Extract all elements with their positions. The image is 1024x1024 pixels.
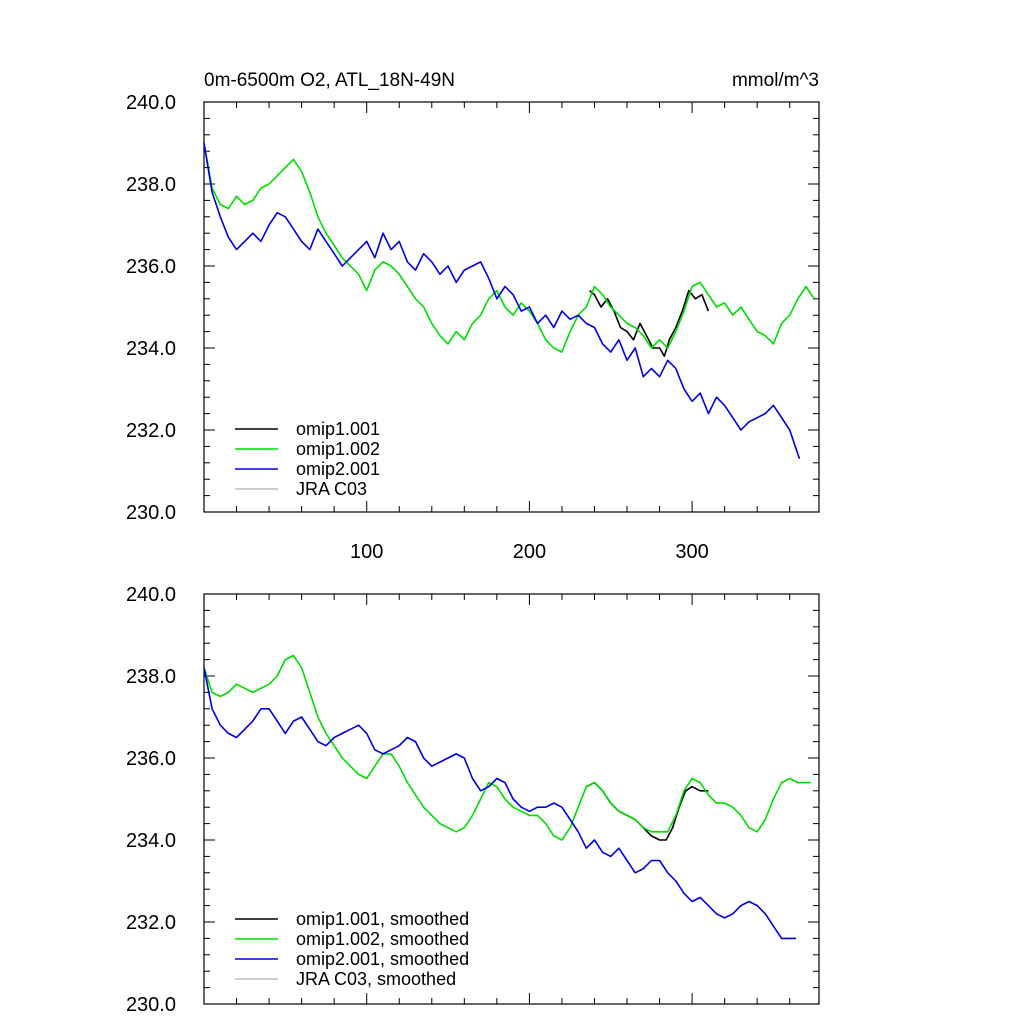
bottom-plot-frame [203, 593, 820, 1005]
top-ytick-label: 234.0 [126, 338, 176, 360]
chart-title: 0m-6500m O2, ATL_18N-49N [204, 70, 455, 91]
bottom-panel: 230.0 232.0 234.0 236.0 238.0 240.0 omip1.001… [126, 584, 820, 1016]
bottom-series-0 [585, 781, 709, 841]
top-ytick-label: 236.0 [126, 256, 176, 278]
bottom-ytick-label: 232.0 [126, 912, 176, 934]
top-xtick-label: 200 [513, 541, 546, 563]
top-panel: 0m-6500m O2, ATL_18N-49N mmol/m^3 230.02… [126, 70, 820, 563]
bottom-legend-label: omip2.001, smoothed [296, 949, 469, 969]
bottom-series-group [203, 654, 811, 940]
bottom-axes: 230.0 232.0 234.0 236.0 238.0 240.0 [126, 584, 820, 1016]
bottom-ytick-label: 238.0 [126, 666, 176, 688]
top-ytick-label: 240.0 [126, 92, 176, 114]
units-label: mmol/m^3 [732, 70, 819, 91]
top-legend-label: omip1.001 [296, 419, 380, 439]
bottom-legend-label: omip1.001, smoothed [296, 909, 469, 929]
bottom-ytick-label: 234.0 [126, 830, 176, 852]
top-axes: 230.0 232.0 234.0 236.0 238.0 240.0 100 200 300 [126, 92, 820, 563]
top-ytick-label: 230.0 [126, 502, 176, 524]
top-series-1 [203, 142, 815, 353]
top-series-group [203, 142, 815, 459]
top-ytick-label: 238.0 [126, 174, 176, 196]
bottom-ytick-label: 240.0 [126, 584, 176, 606]
bottom-series-2 [203, 667, 797, 940]
bottom-legend-label: omip1.002, smoothed [296, 929, 469, 949]
top-series-2 [203, 142, 801, 459]
top-legend-label: omip1.002 [296, 439, 380, 459]
top-plot-frame [203, 101, 820, 513]
bottom-series-1 [203, 654, 811, 841]
bottom-ytick-label: 236.0 [126, 748, 176, 770]
top-legend-label: omip2.001 [296, 459, 380, 479]
top-xtick-label: 100 [350, 541, 383, 563]
bottom-ytick-label: 230.0 [126, 994, 176, 1016]
top-series-0 [589, 289, 710, 358]
top-ytick-label: 232.0 [126, 420, 176, 442]
top-legend-label: JRA C03 [296, 479, 367, 499]
bottom-legend-label: JRA C03, smoothed [296, 969, 456, 989]
top-xtick-label: 300 [675, 541, 708, 563]
